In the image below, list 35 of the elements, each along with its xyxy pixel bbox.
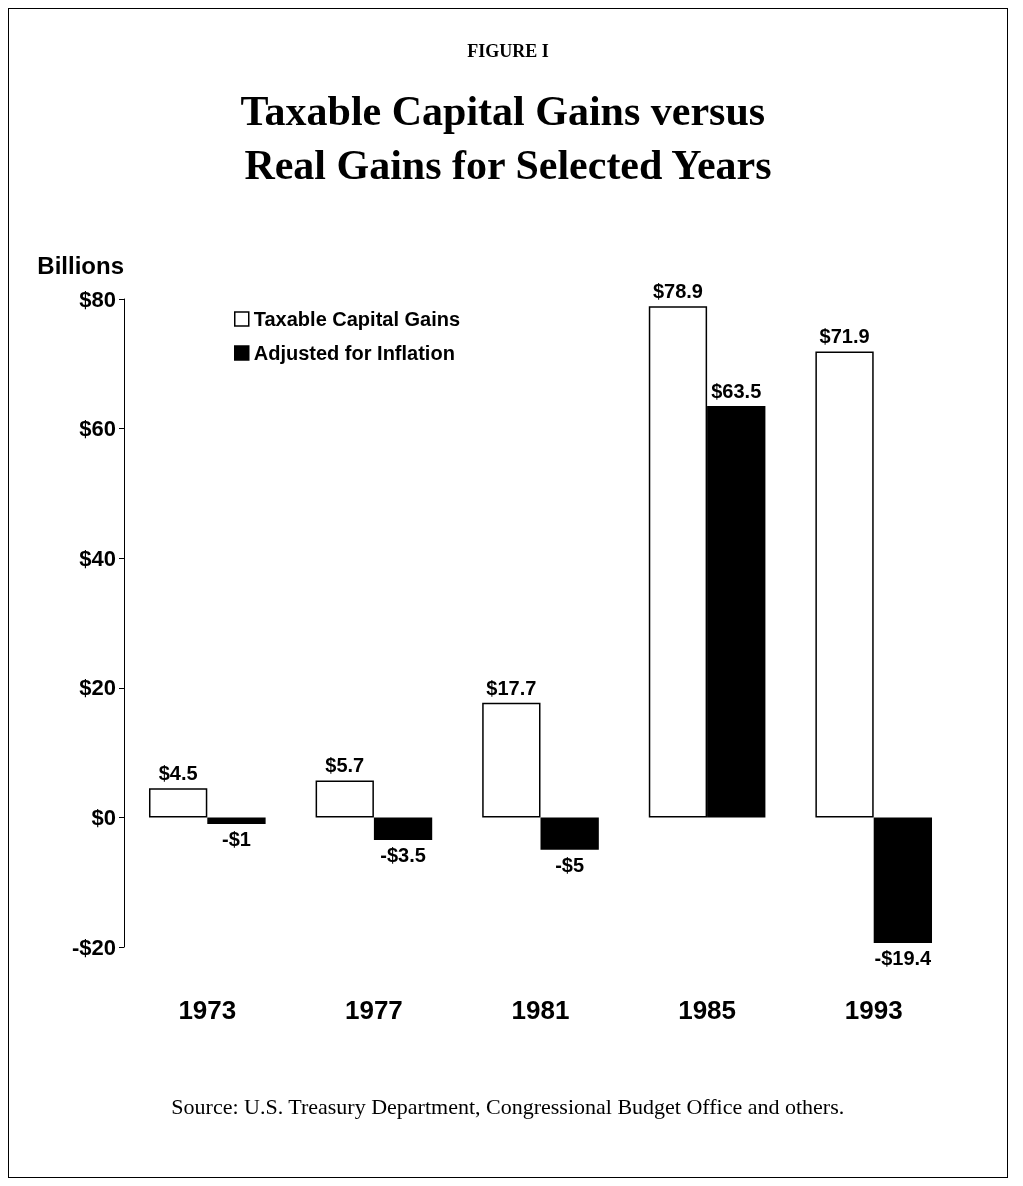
x-tick-label: 1977 — [344, 995, 403, 1025]
data-label: -$5 — [555, 853, 585, 876]
x-tick-label: 1993 — [844, 995, 903, 1025]
y-tick-label: $60 — [79, 416, 116, 442]
data-label: $78.9 — [652, 280, 703, 303]
data-label: -$19.4 — [874, 947, 933, 970]
data-label: $17.7 — [486, 676, 537, 699]
y-tick-label: $80 — [79, 286, 116, 312]
data-label: $63.5 — [711, 379, 762, 402]
chart-title: Taxable Capital Gains versus Real Gains for Selected Years — [240, 88, 776, 188]
bar — [373, 817, 433, 841]
bar — [540, 817, 599, 850]
bar — [873, 817, 933, 944]
y-tick-label: -$20 — [71, 934, 116, 960]
data-label: -$1 — [222, 827, 251, 850]
data-label: $4.5 — [158, 762, 198, 785]
x-tick-label: 1985 — [678, 995, 737, 1025]
bar — [482, 702, 541, 818]
source-note: Source: U.S. Treasury Department, Congressional Budget Office and others. — [171, 1093, 845, 1119]
data-label: $71.9 — [819, 325, 870, 348]
bar — [815, 351, 874, 818]
legend-label: Adjusted for Inflation — [253, 342, 455, 364]
data-label: $5.7 — [325, 754, 365, 777]
x-tick-label: 1973 — [178, 995, 237, 1025]
chart-subtitle: FIGURE I — [467, 41, 549, 61]
y-tick-label: $20 — [79, 675, 116, 701]
y-tick-label: $40 — [79, 545, 116, 571]
data-label: -$3.5 — [380, 844, 426, 867]
bar — [207, 817, 266, 824]
y-tick-label: $0 — [91, 804, 116, 830]
bar — [148, 788, 208, 818]
legend-label: Taxable Capital Gains — [253, 308, 461, 330]
y-axis-title: Billions — [37, 251, 124, 279]
x-tick-label: 1981 — [511, 995, 570, 1025]
bar — [315, 780, 374, 818]
